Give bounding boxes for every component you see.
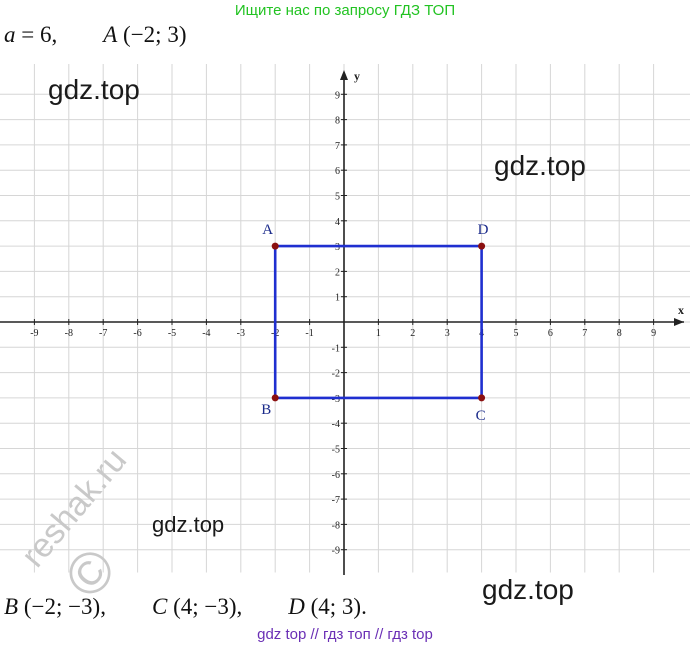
point-label-a: A [262,222,273,238]
x-tick-label: 8 [617,328,622,339]
x-tick-label: -7 [99,328,107,339]
point-label-d: D [478,222,489,238]
footer-text: gdz top // гдз топ // гдз top [257,626,433,643]
y-tick-label: -9 [332,546,340,557]
answer-line: B (−2; −3), C (4; −3), D (4; 3). [4,594,367,620]
y-tick-label: -5 [332,445,340,456]
y-tick-label: -8 [332,520,340,531]
watermark-gdz-4: gdz.top [482,574,574,605]
point-label-b: B [261,402,271,418]
x-tick-label: 2 [410,328,415,339]
x-tick-label: -8 [65,328,73,339]
answer-c-label: C [151,594,168,619]
given-a-value: = 6, [15,22,58,47]
point-label-c: C [476,408,486,424]
x-tick-label: 3 [445,328,450,339]
x-tick-label: -6 [133,328,141,339]
watermark-gdz-2: gdz.top [494,150,586,181]
given-line: a = 6, A (−2; 3) [4,22,186,48]
answer-b-label: B [4,594,19,619]
given-a-label: a [4,22,16,47]
y-tick-label: -4 [332,419,340,430]
x-tick-label: -9 [30,328,38,339]
x-tick-label: 7 [582,328,587,339]
y-tick-label: 8 [335,116,340,127]
x-tick-label: -4 [202,328,210,339]
y-tick-label: 9 [335,90,340,101]
answer-c-coords: (4; −3), [167,594,243,619]
watermark-gdz-1: gdz.top [48,74,140,105]
x-tick-label: 1 [376,328,381,339]
x-tick-label: -5 [168,328,176,339]
y-tick-label: 2 [335,267,340,278]
given-point-label: A [103,22,118,47]
answer-d-coords: (4; 3). [304,594,367,619]
x-tick-label: -3 [237,328,245,339]
y-tick-label: 6 [335,166,340,177]
y-axis-arrow-icon [340,70,348,80]
x-axis-arrow-icon [674,318,684,326]
x-tick-label: -1 [305,328,313,339]
y-tick-label: -3 [332,394,340,405]
given-point-coords: (−2; 3) [117,22,187,47]
y-tick-label: 7 [335,141,340,152]
x-tick-label: 9 [651,328,656,339]
answer-d-label: D [288,594,305,619]
point-d [478,242,486,250]
x-tick-label: 5 [514,328,519,339]
y-tick-label: -1 [332,343,340,354]
y-tick-label: -7 [332,495,340,506]
y-tick-label: -2 [332,369,340,380]
point-b [271,394,279,402]
watermark-gdz-3: gdz.top [152,512,225,537]
banner-text: Ищите нас по запросу ГДЗ ТОП [234,2,456,19]
y-tick-label: 5 [335,192,340,203]
y-tick-label: 1 [335,293,340,304]
y-axis-label: y [354,69,360,83]
x-axis-label: x [678,303,684,317]
answer-b-coords: (−2; −3), [18,594,106,619]
x-tick-label: 6 [548,328,553,339]
point-a [271,242,279,250]
y-tick-label: 4 [335,217,340,228]
y-tick-label: 3 [335,242,340,253]
y-tick-label: -6 [332,470,340,481]
point-c [478,394,486,402]
